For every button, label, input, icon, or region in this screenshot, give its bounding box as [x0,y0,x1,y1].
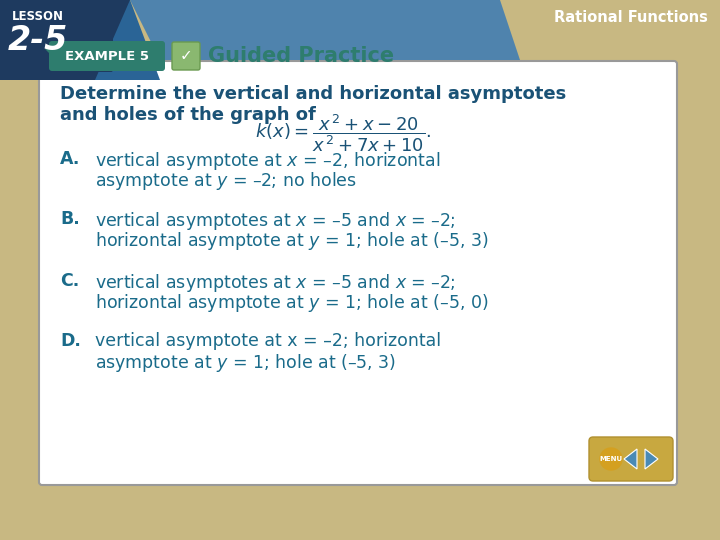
FancyBboxPatch shape [172,42,200,70]
Polygon shape [0,0,130,80]
Text: and holes of the graph of: and holes of the graph of [60,106,316,124]
FancyBboxPatch shape [49,41,165,71]
Polygon shape [624,449,637,469]
Polygon shape [645,449,658,469]
Text: vertical asymptotes at $\mathit{x}$ = –5 and $\mathit{x}$ = –2;: vertical asymptotes at $\mathit{x}$ = –5… [95,272,455,294]
Text: vertical asymptotes at $\mathit{x}$ = –5 and $\mathit{x}$ = –2;: vertical asymptotes at $\mathit{x}$ = –5… [95,210,455,232]
Text: C.: C. [60,272,79,290]
Text: ✓: ✓ [179,49,192,64]
Text: asymptote at $\mathit{y}$ = –2; no holes: asymptote at $\mathit{y}$ = –2; no holes [95,170,357,192]
Text: B.: B. [60,210,80,228]
Text: Rational Functions: Rational Functions [554,10,708,25]
Text: Guided Practice: Guided Practice [208,46,394,66]
Text: vertical asymptote at $\mathit{x}$ = –2, horizontal: vertical asymptote at $\mathit{x}$ = –2,… [95,150,441,172]
Text: A.: A. [60,150,81,168]
Text: asymptote at $\mathit{y}$ = 1; hole at (–5, 3): asymptote at $\mathit{y}$ = 1; hole at (… [95,352,396,374]
FancyBboxPatch shape [39,61,677,485]
Circle shape [600,448,622,470]
FancyBboxPatch shape [1,5,113,72]
Text: D.: D. [60,332,81,350]
Text: LESSON: LESSON [12,10,64,23]
Text: horizontal asymptote at $\mathit{y}$ = 1; hole at (–5, 3): horizontal asymptote at $\mathit{y}$ = 1… [95,230,488,252]
Text: Determine the vertical and horizontal asymptotes: Determine the vertical and horizontal as… [60,85,566,103]
Polygon shape [0,0,160,80]
FancyBboxPatch shape [589,437,673,481]
Text: MENU: MENU [600,456,623,462]
Polygon shape [45,44,52,56]
Text: EXAMPLE 5: EXAMPLE 5 [65,50,149,63]
Text: horizontal asymptote at $\mathit{y}$ = 1; hole at (–5, 0): horizontal asymptote at $\mathit{y}$ = 1… [95,292,488,314]
Text: vertical asymptote at x = –2; horizontal: vertical asymptote at x = –2; horizontal [95,332,441,350]
Text: 2-5: 2-5 [8,24,68,57]
Text: $k(x)=\dfrac{x^{\,2}+x-20}{x^{\,2}+7x+10}$.: $k(x)=\dfrac{x^{\,2}+x-20}{x^{\,2}+7x+10… [255,112,431,154]
Polygon shape [100,0,520,60]
